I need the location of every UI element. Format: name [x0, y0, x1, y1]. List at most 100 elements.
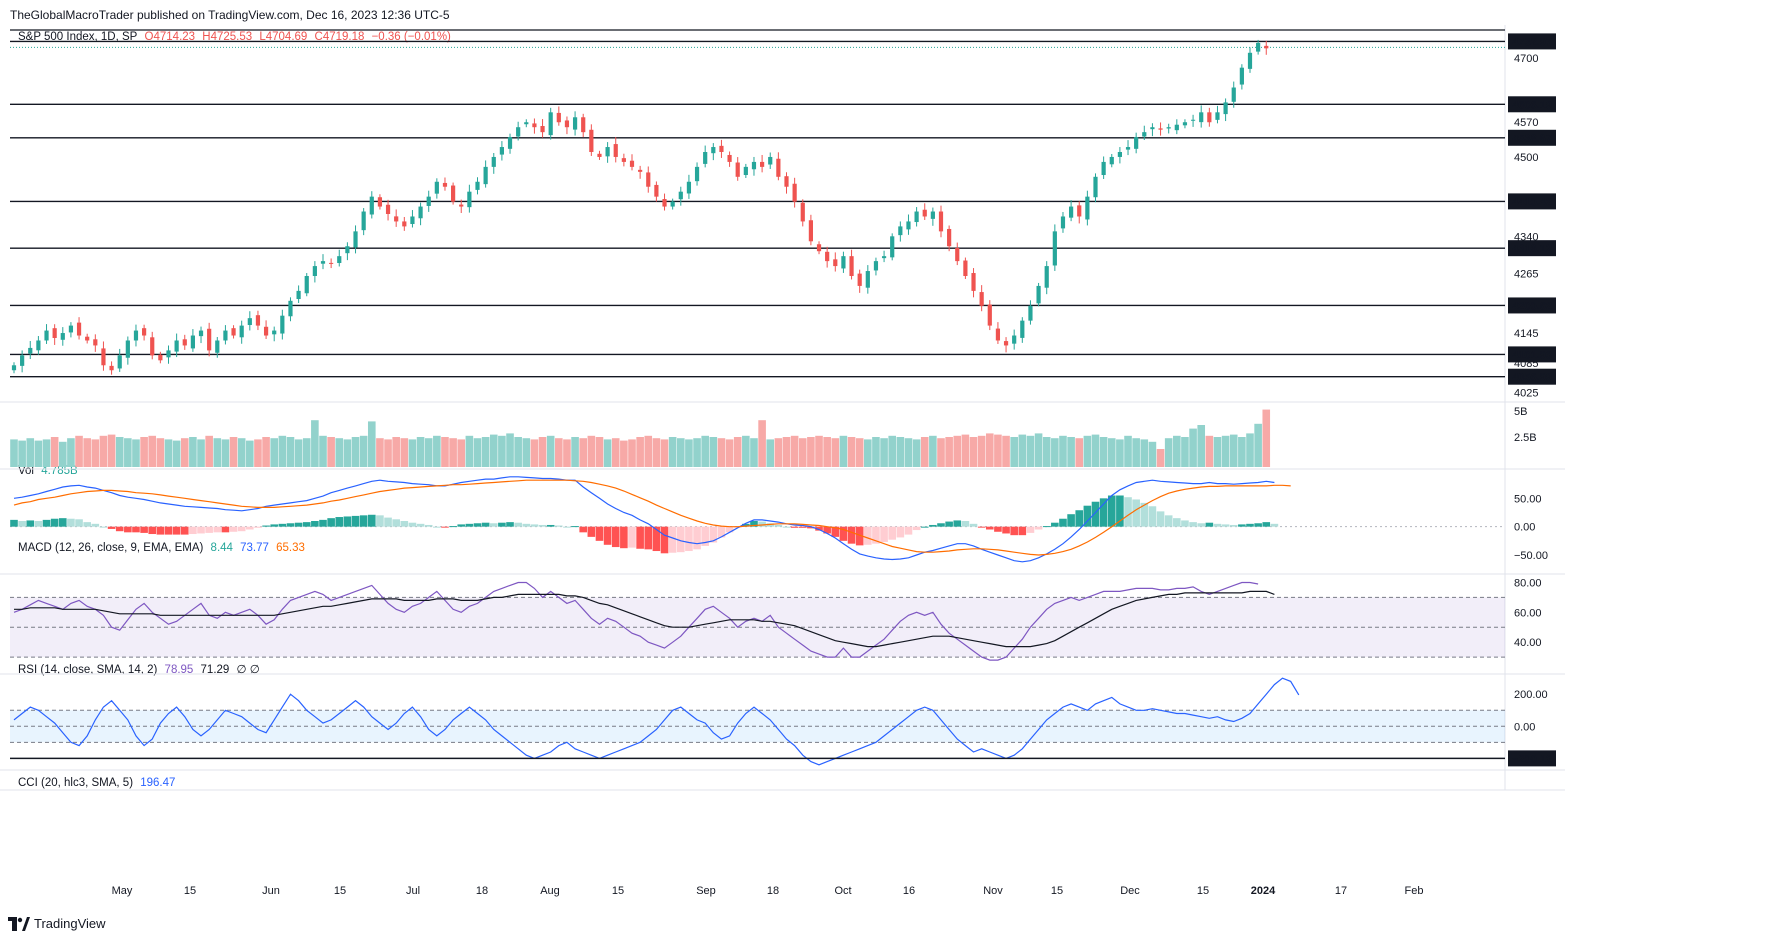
- volume-bar: [115, 437, 124, 467]
- candle-body: [963, 260, 968, 276]
- symbol-name[interactable]: S&P 500 Index, 1D, SP: [18, 31, 138, 43]
- candle-body: [394, 216, 399, 222]
- macd-histogram-bar: [115, 526, 124, 532]
- volume-bar: [1059, 435, 1067, 467]
- volume-bar: [937, 438, 945, 467]
- candle-body: [597, 153, 602, 157]
- candle-body: [833, 259, 838, 267]
- macd-histogram-bar: [441, 526, 449, 528]
- volume-bar: [1010, 437, 1018, 467]
- rsi-ma-line: [14, 590, 1275, 648]
- volume-bar: [668, 437, 677, 467]
- volume-bar: [1221, 435, 1230, 467]
- volume-bar: [807, 437, 815, 467]
- candle-body: [629, 160, 635, 167]
- macd-histogram-bar: [953, 520, 962, 527]
- rsi-extra: ∅ ∅: [236, 664, 260, 676]
- candle-body: [1077, 205, 1082, 217]
- candle-body: [922, 209, 927, 217]
- macd-histogram-bar: [132, 526, 140, 533]
- volume-bar: [286, 437, 295, 467]
- candle-body: [1101, 161, 1106, 176]
- volume-bar: [896, 437, 905, 467]
- volume-bar: [67, 438, 75, 467]
- macd-histogram-bar: [140, 526, 148, 533]
- volume-bar: [636, 437, 644, 467]
- candle-body: [865, 271, 870, 288]
- rsi-label[interactable]: RSI (14, close, SMA, 14, 2): [18, 664, 158, 676]
- volume-bar: [498, 435, 506, 467]
- volume-bar: [815, 435, 823, 467]
- macd-histogram-bar: [725, 526, 734, 533]
- candle-body: [751, 161, 757, 170]
- volume-bar: [888, 435, 897, 467]
- candle-body: [914, 211, 919, 223]
- time-tick-label: Jul: [406, 885, 420, 897]
- macd-tick-label: −50.00: [1514, 550, 1548, 562]
- macd-histogram-bar: [473, 523, 482, 527]
- candle-body: [686, 181, 692, 194]
- candle-body: [158, 354, 163, 361]
- candle-body: [711, 147, 716, 154]
- macd-histogram-bar: [229, 526, 238, 532]
- macd-histogram-bar: [815, 526, 823, 531]
- candle-body: [760, 161, 765, 167]
- macd-histogram-bar: [457, 524, 466, 527]
- volume-bar: [50, 437, 59, 467]
- footer-brand[interactable]: TradingView: [34, 916, 106, 931]
- volume-bar: [782, 437, 791, 467]
- macd-histogram-bar: [798, 526, 807, 528]
- volume-bar: [839, 435, 848, 467]
- candle-body: [564, 120, 570, 128]
- volume-bar: [335, 438, 344, 467]
- macd-histogram-bar: [855, 526, 864, 546]
- candle-body: [280, 315, 285, 334]
- volume-bar: [42, 439, 51, 467]
- volume-bar: [124, 438, 132, 467]
- macd-histogram-bar: [506, 522, 514, 527]
- candle-body: [337, 256, 342, 264]
- volume-bar: [433, 435, 441, 467]
- macd-label[interactable]: MACD (12, 26, close, 9, EMA, EMA): [18, 542, 204, 554]
- macd-histogram-bar: [75, 519, 83, 527]
- volume-bar: [880, 438, 888, 467]
- price-tick-label: 4145: [1514, 328, 1538, 340]
- macd-histogram-bar: [693, 526, 701, 550]
- volume-bar: [555, 438, 563, 467]
- macd-histogram-bar: [1156, 511, 1165, 527]
- macd-histogram-bar: [34, 521, 43, 527]
- candle-body: [329, 262, 334, 264]
- level-label-box: [1508, 240, 1556, 257]
- candle-body: [1134, 137, 1139, 149]
- macd-histogram-bar: [847, 526, 856, 544]
- volume-label[interactable]: Vol: [18, 465, 34, 477]
- candle-body: [1190, 119, 1196, 121]
- macd-histogram-bar: [709, 526, 718, 543]
- candle-body: [215, 340, 220, 353]
- macd-histogram-bar: [498, 522, 506, 527]
- cci-label[interactable]: CCI (20, hlc3, SMA, 5): [18, 777, 134, 789]
- macd-histogram-bar: [286, 523, 295, 527]
- volume-bar: [34, 440, 43, 467]
- volume-bar: [514, 437, 522, 467]
- volume-bar: [798, 438, 807, 467]
- volume-bar: [1148, 441, 1157, 467]
- candle-body: [345, 246, 350, 254]
- volume-bar: [644, 435, 653, 467]
- candle-body: [1264, 45, 1269, 49]
- candle-body: [434, 181, 439, 194]
- volume-legend: Vol 4.785B: [18, 465, 82, 477]
- candle-body: [816, 244, 822, 252]
- macd-histogram-bar: [164, 526, 173, 535]
- volume-bar: [1083, 435, 1092, 467]
- candle-body: [572, 117, 578, 130]
- volume-bar: [912, 439, 921, 467]
- volume-bar: [424, 438, 433, 467]
- price-tick-label: 4265: [1514, 269, 1538, 281]
- macd-histogram-bar: [522, 523, 531, 527]
- candle-body: [808, 220, 813, 242]
- macd-histogram-bar: [1026, 526, 1035, 533]
- macd-histogram-bar: [294, 522, 303, 527]
- candle-body: [182, 339, 187, 346]
